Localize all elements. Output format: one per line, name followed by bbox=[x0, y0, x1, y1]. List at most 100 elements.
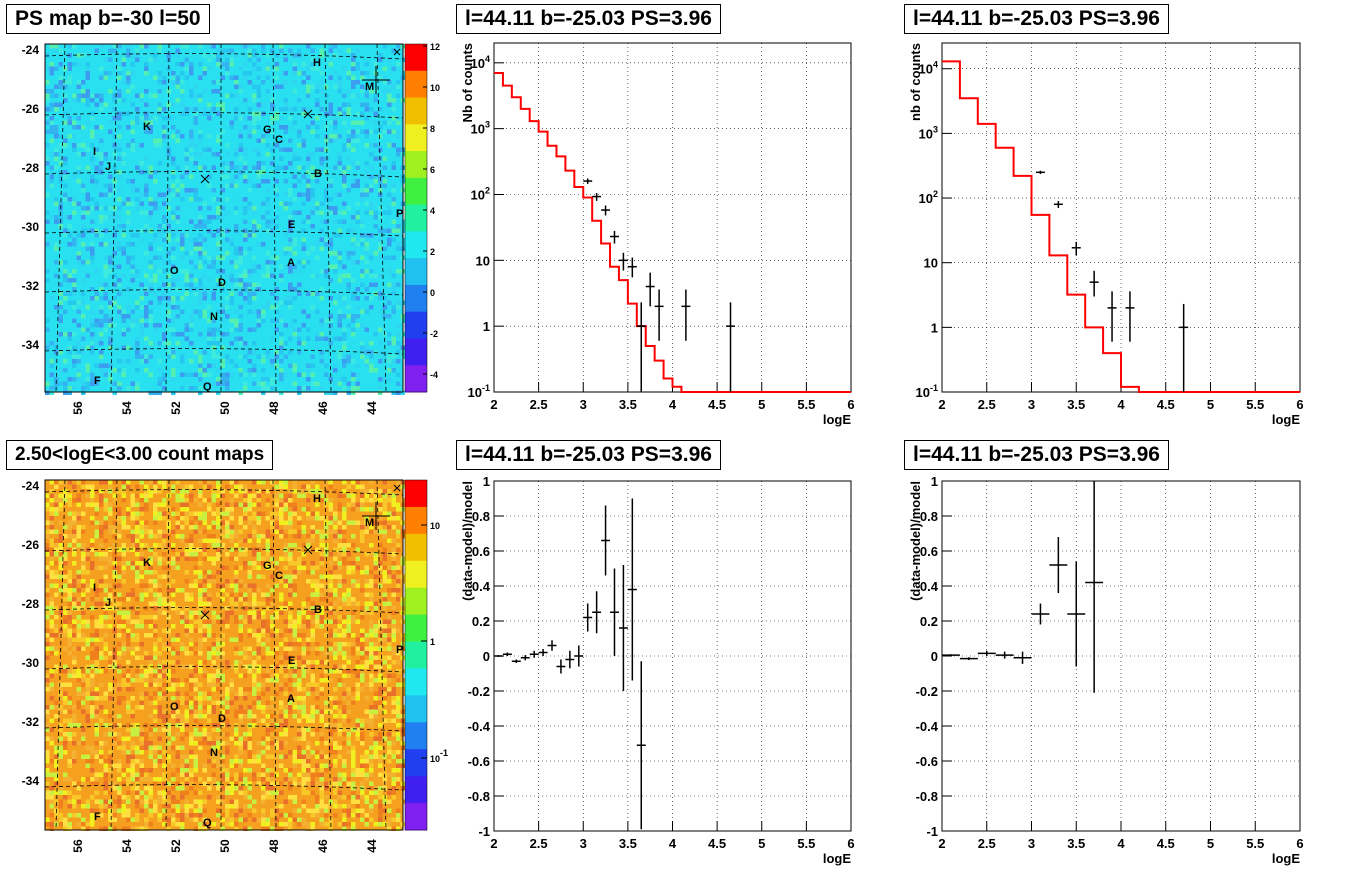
y-tick-label: -0.8 bbox=[916, 789, 938, 804]
map-y-tick-label: -28 bbox=[22, 161, 40, 175]
colorbar-segment bbox=[405, 311, 427, 339]
y-tick-label: -0.2 bbox=[916, 684, 938, 699]
colorbar-segment bbox=[405, 803, 427, 831]
map-x-tick-label: 44 bbox=[365, 839, 379, 853]
map-y-tick-label: -24 bbox=[22, 479, 40, 493]
source-label-G: G bbox=[263, 124, 272, 136]
map-latitude-line bbox=[44, 784, 404, 791]
x-tick-label: 3.5 bbox=[619, 397, 637, 412]
x-axis-label: logE bbox=[1272, 851, 1300, 866]
colorbar-segment bbox=[405, 695, 427, 723]
sky-map-bottom: -24 -26 -28 -30 -32 -34 56 54 52 50 48 46 44 H M K GC IJ B… bbox=[22, 479, 448, 853]
map-top-title: PS map b=-30 l=50 bbox=[6, 4, 210, 34]
y-tick-label: 103 bbox=[471, 120, 490, 137]
y-tick-label: 103 bbox=[919, 124, 938, 141]
x-tick-label: 4 bbox=[1117, 836, 1125, 851]
source-label-A: A bbox=[287, 257, 295, 269]
y-tick-label: 104 bbox=[919, 60, 938, 77]
x-tick-label: 2.5 bbox=[530, 397, 548, 412]
x-tick-label: 2 bbox=[938, 397, 945, 412]
x-tick-label: 5 bbox=[758, 397, 765, 412]
x-tick-label: 5.5 bbox=[797, 836, 815, 851]
source-label-C: C bbox=[275, 570, 283, 582]
y-tick-label: -1 bbox=[478, 824, 490, 839]
y-tick-label: 10 bbox=[924, 256, 938, 271]
map-x-tick-label: 54 bbox=[120, 839, 134, 853]
y-tick-label: 10-1 bbox=[916, 383, 938, 400]
y-tick-label: 0.4 bbox=[472, 579, 491, 594]
x-tick-label: 2 bbox=[938, 836, 945, 851]
spectrum-1-title: l=44.11 b=-25.03 PS=3.96 bbox=[456, 4, 721, 34]
x-tick-label: 6 bbox=[1296, 836, 1303, 851]
y-tick-label: 0.8 bbox=[920, 509, 938, 524]
y-tick-label: 0.6 bbox=[920, 544, 938, 559]
x-tick-label: 3 bbox=[580, 397, 587, 412]
source-label-J: J bbox=[105, 161, 111, 173]
colorbar-tick-label: -4 bbox=[430, 370, 438, 380]
source-label-D: D bbox=[218, 713, 226, 725]
colorbar-tick-label: 2 bbox=[430, 247, 435, 257]
y-tick-label: 0.2 bbox=[472, 614, 490, 629]
map-latitude-line bbox=[44, 230, 404, 237]
source-label-K: K bbox=[143, 557, 151, 569]
source-label-P: P bbox=[396, 644, 403, 656]
colorbar-segment bbox=[405, 124, 427, 152]
source-label-O: O bbox=[170, 701, 179, 713]
map-y-tick-label: -26 bbox=[22, 538, 40, 552]
source-label-I: I bbox=[93, 582, 96, 594]
y-tick-label: 10-1 bbox=[468, 383, 490, 400]
y-tick-label: 1 bbox=[931, 320, 938, 335]
map-x-tick-label: 50 bbox=[218, 401, 232, 415]
colorbar-segment bbox=[405, 722, 427, 750]
colorbar: 12 10 8 6 4 2 0 -2 -4 bbox=[404, 42, 440, 393]
colorbar-segment bbox=[405, 668, 427, 696]
colorbar-segment bbox=[405, 480, 427, 508]
source-x-marker bbox=[200, 610, 210, 620]
source-label-B: B bbox=[314, 604, 322, 616]
colorbar-tick-label: 0 bbox=[430, 288, 435, 298]
x-tick-label: 5 bbox=[1207, 836, 1214, 851]
y-axis-label: nb of counts bbox=[908, 43, 923, 121]
colorbar-segment bbox=[405, 258, 427, 286]
map-pixels bbox=[45, 480, 405, 831]
colorbar-tick-label: 10 bbox=[430, 83, 440, 93]
y-tick-label: 0 bbox=[483, 649, 490, 664]
plot-area bbox=[494, 43, 851, 392]
map-longitude-line bbox=[110, 479, 118, 831]
y-tick-label: 1 bbox=[483, 319, 490, 334]
map-y-tick-label: -34 bbox=[22, 338, 40, 352]
map-latitude-line bbox=[44, 666, 404, 673]
map-latitude-line bbox=[44, 53, 404, 60]
map-longitude-line bbox=[272, 43, 277, 393]
map-pixels bbox=[45, 44, 405, 395]
map-y-tick-label: -26 bbox=[22, 102, 40, 116]
colorbar: 10 1 10-1 bbox=[404, 479, 448, 831]
source-x-marker bbox=[393, 484, 401, 492]
source-label-A: A bbox=[287, 693, 295, 705]
spectrum-2-title: l=44.11 b=-25.03 PS=3.96 bbox=[904, 4, 1169, 34]
x-axis-label: logE bbox=[823, 851, 851, 866]
map-longitude-line bbox=[324, 479, 332, 831]
source-label-J: J bbox=[105, 597, 111, 609]
map-longitude-line bbox=[165, 43, 170, 393]
map-y-tick-label: -30 bbox=[22, 656, 40, 670]
colorbar-segment bbox=[405, 749, 427, 777]
colorbar-tick-label: 10-1 bbox=[430, 748, 448, 764]
y-tick-label: -0.2 bbox=[468, 684, 490, 699]
map-longitude-line bbox=[272, 479, 277, 831]
x-tick-label: 5.5 bbox=[1246, 836, 1264, 851]
y-tick-label: -0.8 bbox=[468, 789, 490, 804]
model-histogram bbox=[494, 72, 851, 393]
y-tick-label: 1 bbox=[483, 474, 490, 489]
map-y-tick-label: -32 bbox=[22, 715, 40, 729]
x-tick-label: 4.5 bbox=[708, 836, 726, 851]
source-label-K: K bbox=[143, 121, 151, 133]
source-label-Q: Q bbox=[203, 381, 212, 393]
x-tick-label: 3.5 bbox=[1067, 836, 1085, 851]
x-tick-label: 2 bbox=[490, 836, 497, 851]
map-x-tick-label: 46 bbox=[316, 839, 330, 853]
colorbar-frame bbox=[404, 43, 428, 393]
source-label-M: M bbox=[365, 81, 374, 93]
colorbar-segment bbox=[405, 177, 427, 206]
